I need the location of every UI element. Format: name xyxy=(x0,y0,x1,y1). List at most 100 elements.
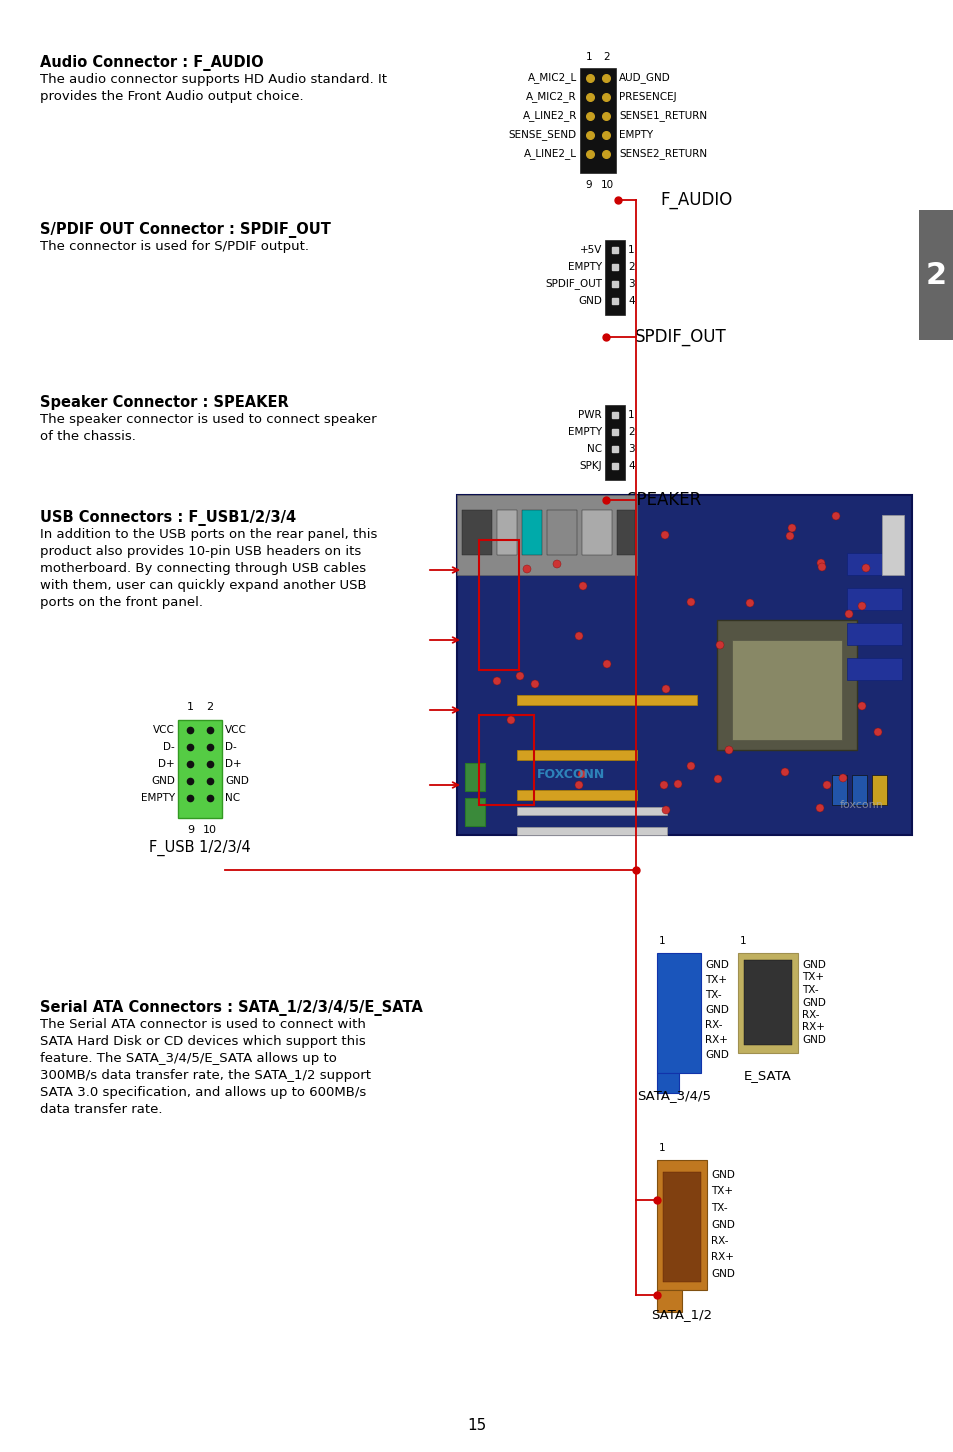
Text: RX-: RX- xyxy=(704,1019,721,1029)
Bar xyxy=(478,540,518,669)
Bar xyxy=(461,510,492,555)
Text: F_USB 1/2/3/4: F_USB 1/2/3/4 xyxy=(149,841,251,857)
Bar xyxy=(546,510,577,555)
Circle shape xyxy=(578,582,586,590)
Circle shape xyxy=(673,780,681,788)
Text: The Serial ATA connector is used to connect with: The Serial ATA connector is used to conn… xyxy=(40,1018,366,1031)
Text: Serial ATA Connectors : SATA_1/2/3/4/5/E_SATA: Serial ATA Connectors : SATA_1/2/3/4/5/E… xyxy=(40,1000,422,1016)
Text: USB Connectors : F_USB1/2/3/4: USB Connectors : F_USB1/2/3/4 xyxy=(40,510,295,526)
Circle shape xyxy=(575,632,582,640)
Circle shape xyxy=(838,774,846,783)
Text: EMPTY: EMPTY xyxy=(618,131,653,139)
Text: D+: D+ xyxy=(225,759,241,770)
Bar xyxy=(456,495,911,835)
Text: 10: 10 xyxy=(599,180,613,190)
Bar xyxy=(521,510,541,555)
Bar xyxy=(604,240,624,315)
Text: S/PDIF OUT Connector : SPDIF_OUT: S/PDIF OUT Connector : SPDIF_OUT xyxy=(40,222,331,238)
Circle shape xyxy=(862,563,869,572)
Text: GND: GND xyxy=(225,775,249,786)
Circle shape xyxy=(661,685,669,693)
Text: feature. The SATA_3/4/5/E_SATA allows up to: feature. The SATA_3/4/5/E_SATA allows up… xyxy=(40,1053,336,1064)
Text: The connector is used for S/PDIF output.: The connector is used for S/PDIF output. xyxy=(40,240,309,253)
Text: EMPTY: EMPTY xyxy=(567,261,601,272)
Text: A_LINE2_L: A_LINE2_L xyxy=(523,148,577,160)
Circle shape xyxy=(779,645,786,653)
Bar xyxy=(178,720,222,817)
Circle shape xyxy=(817,563,825,571)
Text: TX+: TX+ xyxy=(801,973,823,983)
Text: GND: GND xyxy=(704,960,728,970)
Text: D-: D- xyxy=(225,742,236,752)
Text: VCC: VCC xyxy=(225,725,247,735)
Circle shape xyxy=(822,781,830,788)
Text: RX-: RX- xyxy=(801,1011,819,1019)
Text: TX+: TX+ xyxy=(710,1186,732,1196)
Text: GND: GND xyxy=(801,1035,825,1045)
Bar xyxy=(617,510,635,555)
Text: SPDIF_OUT: SPDIF_OUT xyxy=(635,328,726,346)
Text: FOXCONN: FOXCONN xyxy=(537,768,604,781)
Circle shape xyxy=(602,661,610,668)
Circle shape xyxy=(506,716,515,725)
Text: data transfer rate.: data transfer rate. xyxy=(40,1104,162,1117)
Text: SATA Hard Disk or CD devices which support this: SATA Hard Disk or CD devices which suppo… xyxy=(40,1035,365,1048)
Text: TX+: TX+ xyxy=(704,974,726,984)
Circle shape xyxy=(659,781,667,788)
Bar xyxy=(517,828,666,835)
Circle shape xyxy=(553,560,560,568)
Text: RX+: RX+ xyxy=(710,1253,733,1262)
Text: TX-: TX- xyxy=(704,990,720,1000)
Circle shape xyxy=(816,559,824,566)
Text: 15: 15 xyxy=(467,1417,486,1433)
Bar xyxy=(851,775,866,804)
Text: RX-: RX- xyxy=(710,1236,728,1246)
Text: SPEAKER: SPEAKER xyxy=(626,491,701,510)
Text: SENSE1_RETURN: SENSE1_RETURN xyxy=(618,110,706,122)
Text: 9: 9 xyxy=(585,180,592,190)
Text: PWR: PWR xyxy=(578,409,601,420)
Text: GND: GND xyxy=(151,775,174,786)
Bar xyxy=(456,495,637,575)
Text: provides the Front Audio output choice.: provides the Front Audio output choice. xyxy=(40,90,303,103)
Circle shape xyxy=(857,701,865,710)
Text: 1: 1 xyxy=(627,245,634,256)
Circle shape xyxy=(531,680,538,688)
Circle shape xyxy=(831,662,840,669)
Text: SPDIF_OUT: SPDIF_OUT xyxy=(544,279,601,289)
Text: In addition to the USB ports on the rear panel, this: In addition to the USB ports on the rear… xyxy=(40,529,377,542)
Bar xyxy=(738,953,797,1053)
Text: EMPTY: EMPTY xyxy=(567,427,601,437)
Text: 300MB/s data transfer rate, the SATA_1/2 support: 300MB/s data transfer rate, the SATA_1/2… xyxy=(40,1069,371,1082)
Text: with them, user can quickly expand another USB: with them, user can quickly expand anoth… xyxy=(40,579,366,592)
Text: 1: 1 xyxy=(659,937,665,947)
Text: TX-: TX- xyxy=(710,1204,727,1212)
Circle shape xyxy=(522,565,531,574)
Text: GND: GND xyxy=(710,1220,734,1230)
Text: 1: 1 xyxy=(740,937,746,947)
Text: EMPTY: EMPTY xyxy=(141,793,174,803)
Text: SATA_3/4/5: SATA_3/4/5 xyxy=(637,1089,710,1102)
Circle shape xyxy=(716,640,723,649)
Text: TX-: TX- xyxy=(801,984,818,995)
Text: SENSE_SEND: SENSE_SEND xyxy=(508,129,577,141)
Text: 1: 1 xyxy=(659,1143,665,1153)
Bar xyxy=(497,510,517,555)
Text: 1: 1 xyxy=(585,52,592,62)
Bar xyxy=(657,1073,679,1093)
Text: 3: 3 xyxy=(627,279,634,289)
Circle shape xyxy=(815,804,823,812)
Text: 2: 2 xyxy=(206,701,213,711)
Text: +5V: +5V xyxy=(579,245,601,256)
Bar xyxy=(579,68,616,173)
Circle shape xyxy=(857,603,865,610)
Text: PRESENCEJ: PRESENCEJ xyxy=(618,91,676,102)
Text: 4: 4 xyxy=(627,460,634,470)
Text: D+: D+ xyxy=(158,759,174,770)
Text: GND: GND xyxy=(704,1005,728,1015)
Text: 9: 9 xyxy=(187,825,193,835)
Text: GND: GND xyxy=(710,1269,734,1279)
Text: 4: 4 xyxy=(627,296,634,306)
Bar xyxy=(517,751,637,759)
Bar xyxy=(478,714,534,804)
